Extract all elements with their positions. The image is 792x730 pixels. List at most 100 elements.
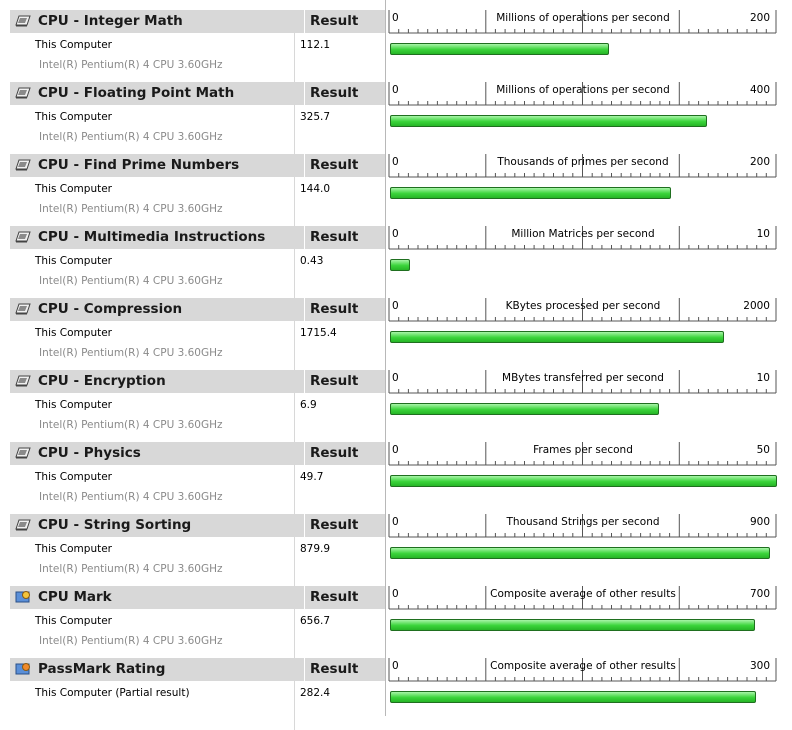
scale-max-label: 10 [756,228,770,240]
scale-max-label: 200 [749,156,770,168]
result-column-header: Result [310,373,359,389]
scale-max-label: 400 [749,84,770,96]
section-header[interactable]: PassMark Rating Result [10,658,385,681]
result-value: 0.43 [300,255,324,267]
scale-unit-label: Frames per second [533,444,633,456]
scale-axis: 0 KBytes processed per second 2000 [388,298,778,322]
benchmark-section: CPU - Physics Result This Computer Intel… [0,442,792,514]
scale-unit-label: Millions of operations per second [496,84,670,96]
result-value: 1715.4 [300,327,337,339]
cpu-mark-icon [15,591,30,603]
section-title: CPU - Integer Math [38,13,183,29]
result-column-header: Result [310,157,359,173]
scale-ruler [388,658,777,682]
scale-unit-label: Composite average of other results [490,660,676,672]
passmark-rating-icon [15,663,30,675]
benchmark-section: CPU - Find Prime Numbers Result This Com… [0,154,792,226]
scale-max-label: 50 [756,444,770,456]
scale-ruler [388,370,777,394]
cpu-chip-icon [15,159,31,171]
computer-name: This Computer [35,399,112,411]
result-column-header: Result [310,445,359,461]
scale-max-label: 10 [756,372,770,384]
scale-axis: 0 Thousand Strings per second 900 [388,514,778,538]
benchmark-section: CPU - Compression Result This Computer I… [0,298,792,370]
section-header[interactable]: CPU - Multimedia Instructions Result [10,226,385,249]
computer-name: This Computer [35,471,112,483]
scale-axis: 0 MBytes transferred per second 10 [388,370,778,394]
scale-ruler [388,586,777,610]
scale-unit-label: Thousand Strings per second [506,516,660,528]
section-header[interactable]: CPU Mark Result [10,586,385,609]
section-title: CPU - Find Prime Numbers [38,157,240,173]
scale-axis: 0 Composite average of other results 300 [388,658,778,682]
scale-max-label: 900 [749,516,770,528]
section-title: CPU - Encryption [38,373,166,389]
result-column-header: Result [310,517,359,533]
scale-min-label: 0 [392,156,399,168]
cpu-chip-icon [15,231,31,243]
scale-min-label: 0 [392,660,399,672]
cpu-model: Intel(R) Pentium(R) 4 CPU 3.60GHz [39,635,223,647]
result-value: 656.7 [300,615,331,627]
scale-min-label: 0 [392,516,399,528]
computer-name: This Computer (Partial result) [35,687,190,699]
section-header[interactable]: CPU - Compression Result [10,298,385,321]
cpu-chip-icon [15,87,31,99]
cpu-model: Intel(R) Pentium(R) 4 CPU 3.60GHz [39,491,223,503]
result-column-header: Result [310,85,359,101]
computer-name: This Computer [35,255,112,267]
result-value: 49.7 [300,471,324,483]
panel-divider [385,0,386,716]
scale-unit-label: Thousands of primes per second [497,156,669,168]
result-bar [390,403,659,415]
cpu-chip-icon [15,375,31,387]
section-title: CPU - Multimedia Instructions [38,229,266,245]
cpu-model: Intel(R) Pentium(R) 4 CPU 3.60GHz [39,275,223,287]
result-bar [390,619,755,631]
section-header[interactable]: CPU - Physics Result [10,442,385,465]
benchmark-section: CPU - Integer Math Result This Computer … [0,10,792,82]
scale-max-label: 2000 [743,300,770,312]
section-title: CPU - Floating Point Math [38,85,235,101]
scale-min-label: 0 [392,84,399,96]
scale-min-label: 0 [392,228,399,240]
benchmark-section: CPU - Encryption Result This Computer In… [0,370,792,442]
cpu-chip-icon [15,447,31,459]
scale-ruler [388,82,777,106]
result-value: 879.9 [300,543,331,555]
scale-unit-label: Composite average of other results [490,588,676,600]
scale-ruler [388,154,777,178]
cpu-model: Intel(R) Pentium(R) 4 CPU 3.60GHz [39,59,223,71]
cpu-model: Intel(R) Pentium(R) 4 CPU 3.60GHz [39,347,223,359]
scale-axis: 0 Millions of operations per second 400 [388,82,778,106]
section-header[interactable]: CPU - Integer Math Result [10,10,385,33]
scale-max-label: 200 [749,12,770,24]
section-header[interactable]: CPU - Find Prime Numbers Result [10,154,385,177]
scale-axis: 0 Thousands of primes per second 200 [388,154,778,178]
section-header[interactable]: CPU - Floating Point Math Result [10,82,385,105]
result-bar [390,43,609,55]
computer-name: This Computer [35,39,112,51]
result-column-header: Result [310,661,359,677]
scale-ruler [388,10,777,34]
computer-name: This Computer [35,327,112,339]
scale-unit-label: Million Matrices per second [511,228,655,240]
benchmark-section: CPU - String Sorting Result This Compute… [0,514,792,586]
result-column-header: Result [310,229,359,245]
scale-min-label: 0 [392,12,399,24]
scale-axis: 0 Frames per second 50 [388,442,778,466]
cpu-model: Intel(R) Pentium(R) 4 CPU 3.60GHz [39,203,223,215]
cpu-model: Intel(R) Pentium(R) 4 CPU 3.60GHz [39,419,223,431]
computer-name: This Computer [35,111,112,123]
section-title: CPU Mark [38,589,112,605]
section-header[interactable]: CPU - Encryption Result [10,370,385,393]
scale-ruler [388,298,777,322]
scale-axis: 0 Million Matrices per second 10 [388,226,778,250]
section-header[interactable]: CPU - String Sorting Result [10,514,385,537]
result-bar [390,691,756,703]
result-column-header: Result [310,301,359,317]
benchmark-section: PassMark Rating Result This Computer (Pa… [0,658,792,730]
result-value: 6.9 [300,399,317,411]
result-column-header: Result [310,589,359,605]
